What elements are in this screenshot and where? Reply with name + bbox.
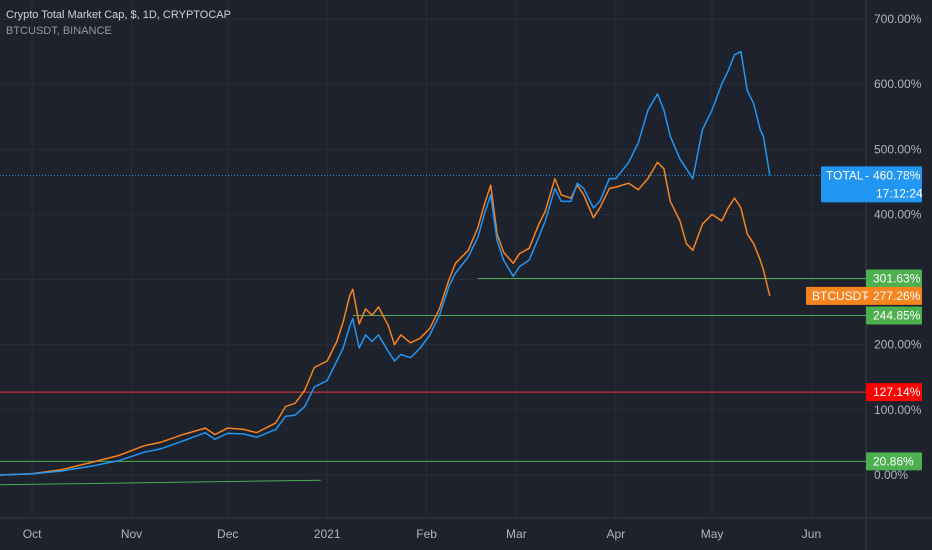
- total-tag-value: 460.78%: [873, 168, 921, 182]
- y-tick-label: 500.00%: [874, 142, 922, 156]
- x-tick-label: Oct: [23, 527, 42, 541]
- x-tick-label: Feb: [416, 527, 437, 541]
- total-tag-time: 17:12:24: [876, 186, 923, 200]
- x-tick-label: Apr: [606, 527, 625, 541]
- y-tick-label: 700.00%: [874, 12, 922, 26]
- chart-title: Crypto Total Market Cap, $, 1D, CRYPTOCA…: [6, 9, 231, 21]
- btcusdt-tag-sep: -: [865, 289, 869, 303]
- level-tag: [866, 306, 922, 325]
- level-tag: [866, 452, 922, 471]
- x-tick-label: May: [701, 527, 724, 541]
- y-tick-label: 100.00%: [874, 403, 922, 417]
- trend-line: [0, 479, 321, 486]
- y-tick-label: 0.00%: [874, 468, 908, 482]
- btcusdt-tag-value: 277.26%: [873, 289, 921, 303]
- x-tick-label: Nov: [121, 527, 142, 541]
- level-tag-label: 301.63%: [873, 272, 921, 286]
- x-tick-label: 2021: [314, 527, 341, 541]
- series-line-btcusdt: [0, 161, 771, 476]
- x-tick-label: Dec: [217, 527, 238, 541]
- x-tick-label: Mar: [506, 527, 527, 541]
- level-tag: [866, 383, 922, 402]
- btcusdt-tag: [806, 286, 922, 305]
- total-tag-name: TOTAL: [826, 168, 864, 182]
- level-tag-label: 127.14%: [873, 385, 921, 399]
- level-tag: [866, 269, 922, 288]
- x-tick-label: Jun: [802, 527, 821, 541]
- btcusdt-tag-name: BTCUSDT: [812, 289, 869, 303]
- total-tag: [821, 166, 922, 203]
- level-tag-label: 244.85%: [873, 308, 921, 322]
- y-tick-label: 200.00%: [874, 338, 922, 352]
- chart-subtitle: BTCUSDT, BINANCE: [6, 25, 112, 37]
- y-tick-label: 600.00%: [874, 77, 922, 91]
- y-tick-label: 400.00%: [874, 207, 922, 221]
- level-tag-label: 20.86%: [873, 454, 914, 468]
- total-tag-sep: -: [865, 168, 869, 182]
- series-line-total: [0, 50, 771, 476]
- chart-legend: Crypto Total Market Cap, $, 1D, CRYPTOCA…: [6, 7, 231, 39]
